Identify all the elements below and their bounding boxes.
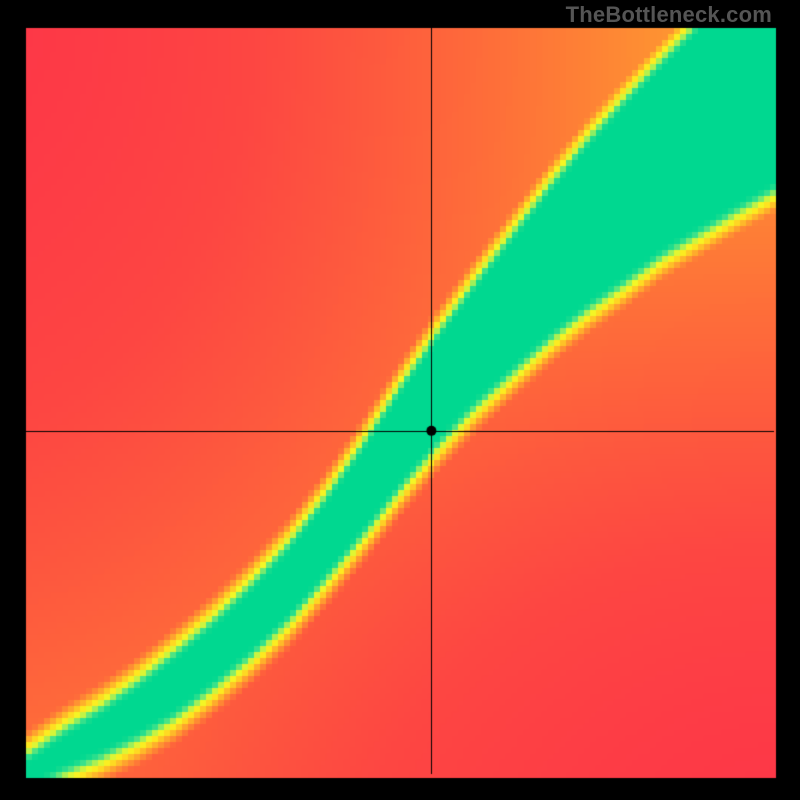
heatmap-canvas — [0, 0, 800, 800]
chart-container: TheBottleneck.com — [0, 0, 800, 800]
watermark-text: TheBottleneck.com — [566, 2, 772, 28]
